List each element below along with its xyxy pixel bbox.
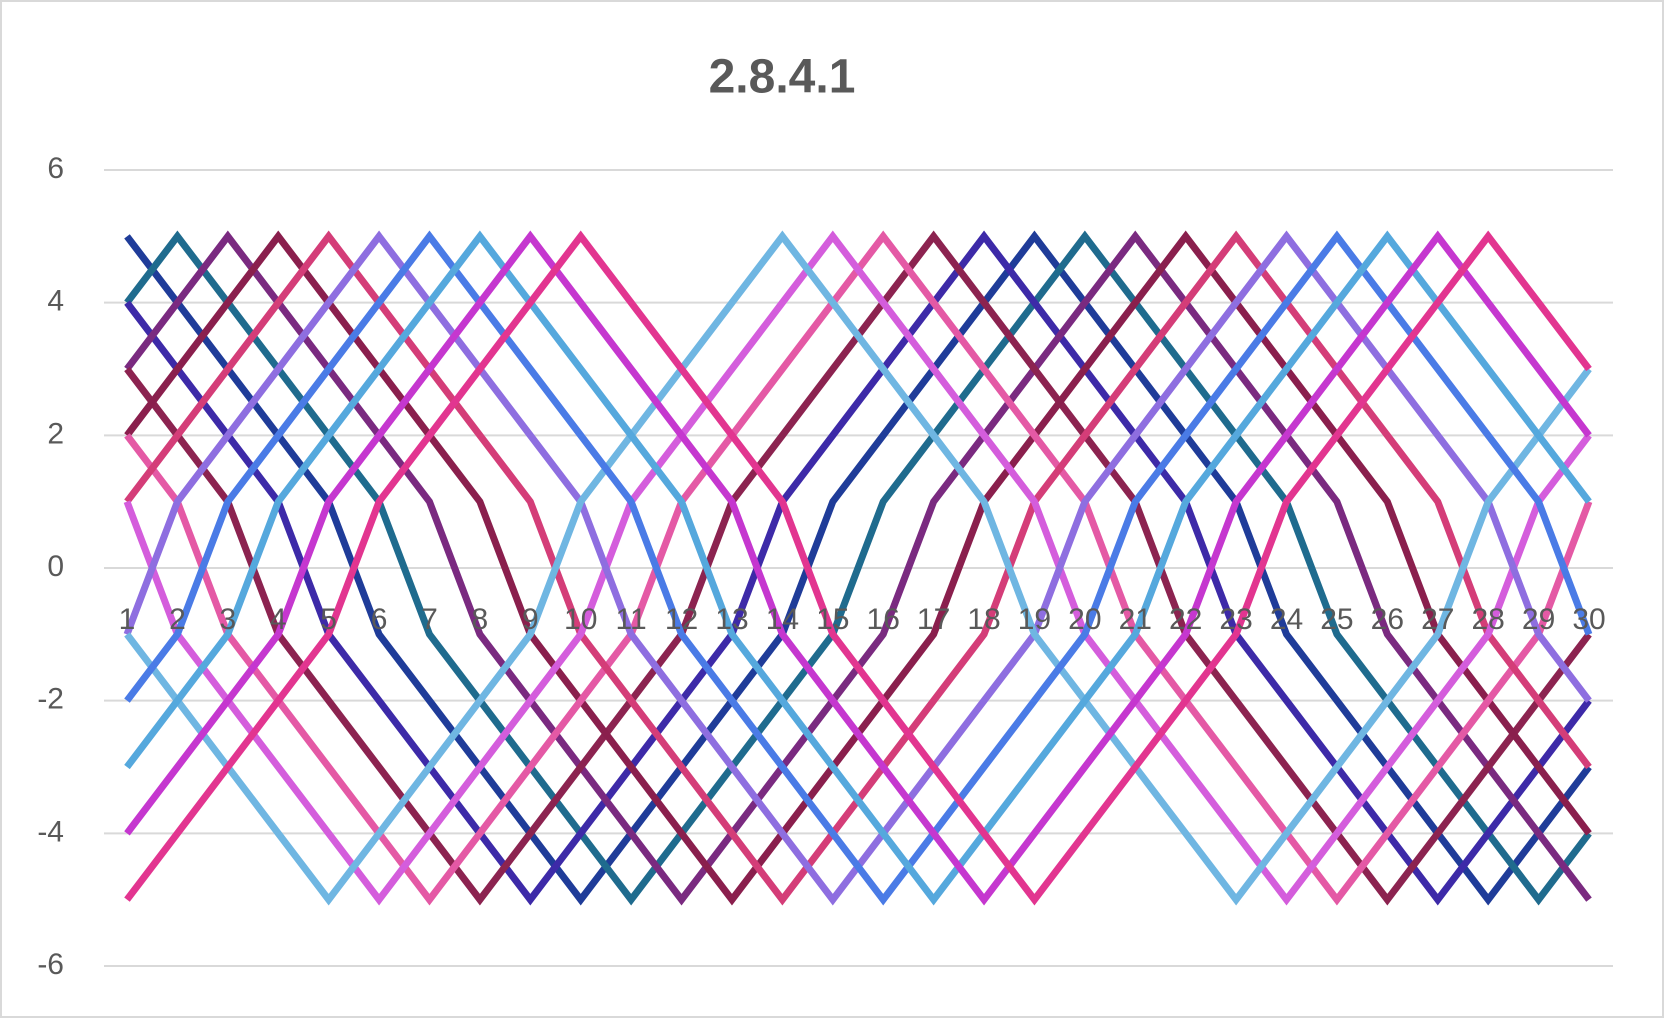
x-tick-label: 17 [917, 603, 950, 636]
x-tick-label: 29 [1522, 603, 1555, 636]
x-tick-label: 2 [169, 603, 186, 636]
x-tick-label: 20 [1068, 603, 1101, 636]
x-tick-label: 18 [967, 603, 1000, 636]
series-line [124, 230, 1592, 906]
x-tick-label: 21 [1119, 603, 1152, 636]
x-tick-label: 22 [1169, 603, 1202, 636]
x-tick-label: 7 [421, 603, 438, 636]
chart-title: 2.8.4.1 [709, 51, 856, 104]
y-tick-label: 4 [47, 285, 64, 318]
x-tick-label: 5 [320, 603, 337, 636]
y-tick-label: -6 [37, 948, 64, 981]
x-tick-label: 4 [270, 603, 287, 636]
series-line [123, 230, 1592, 906]
series-line [124, 230, 1592, 906]
x-tick-label: 6 [371, 603, 388, 636]
x-tick-label: 3 [219, 603, 236, 636]
series-line [124, 230, 1592, 906]
x-tick-label: 23 [1219, 603, 1252, 636]
x-tick-label: 24 [1270, 603, 1303, 636]
series-line [124, 230, 1592, 906]
y-tick-label: 0 [47, 550, 64, 583]
x-tick-label: 11 [616, 603, 647, 636]
x-tick-label: 15 [816, 603, 849, 636]
y-tick-label: -4 [37, 815, 64, 848]
x-tick-label: 25 [1320, 603, 1353, 636]
x-tick-label: 26 [1371, 603, 1404, 636]
x-tick-label: 12 [665, 603, 698, 636]
x-tick-label: 8 [472, 603, 489, 636]
x-tick-label: 10 [564, 603, 597, 636]
x-tick-label: 9 [522, 603, 539, 636]
y-tick-label: 2 [47, 417, 64, 450]
x-tick-label: 19 [1018, 603, 1051, 636]
y-tick-label: -2 [37, 683, 64, 716]
series-line [124, 230, 1593, 906]
x-tick-label: 28 [1471, 603, 1504, 636]
y-tick-label: 6 [47, 152, 64, 185]
series-line [124, 230, 1592, 906]
series-line [124, 230, 1592, 906]
series-line [124, 230, 1592, 906]
x-tick-label: 1 [119, 603, 136, 636]
x-tick-label: 16 [867, 603, 900, 636]
x-tick-label: 13 [715, 603, 748, 636]
x-tick-label: 27 [1421, 603, 1454, 636]
x-tick-label: 14 [766, 603, 799, 636]
x-tick-label: 30 [1572, 603, 1605, 636]
